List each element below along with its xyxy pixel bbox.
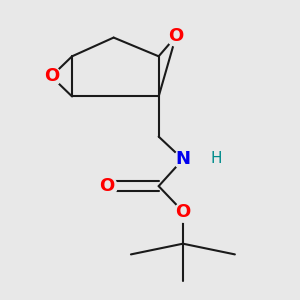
Text: O: O xyxy=(175,202,190,220)
Text: O: O xyxy=(168,27,184,45)
Text: O: O xyxy=(99,177,114,195)
Text: H: H xyxy=(211,151,222,166)
Text: N: N xyxy=(176,150,190,168)
Text: O: O xyxy=(44,68,59,85)
